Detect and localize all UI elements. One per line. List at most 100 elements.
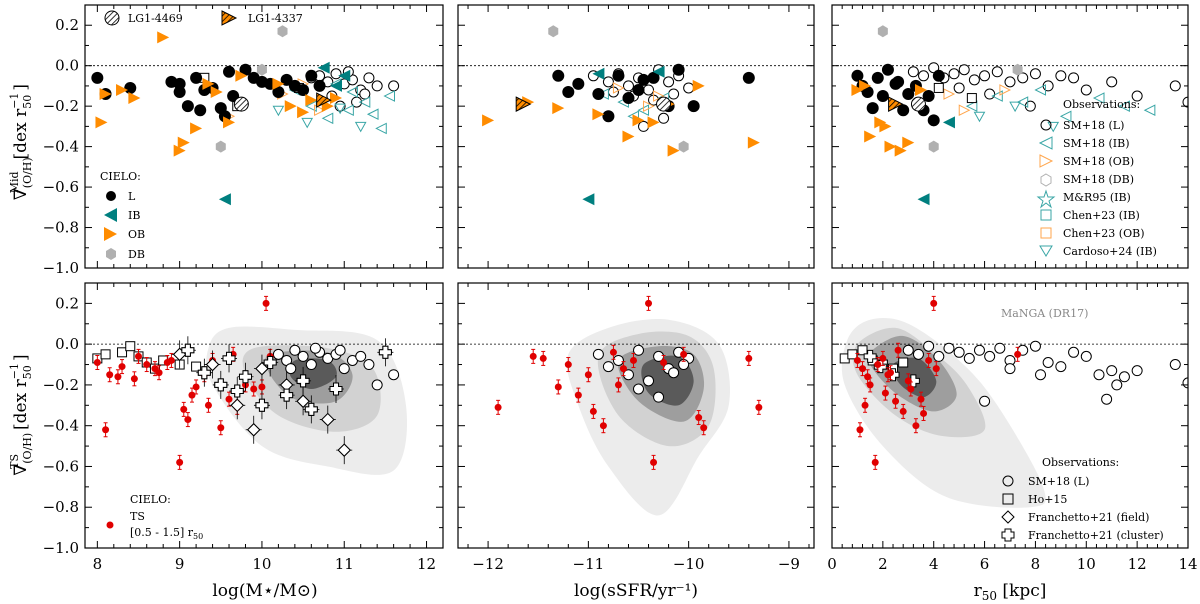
svg-text:SM+18 (L): SM+18 (L): [1028, 475, 1089, 488]
highlight-lg1-4469: [910, 96, 926, 112]
point-ts: [866, 381, 874, 389]
label-manga: MaNGA (DR17): [1001, 307, 1088, 320]
point-obs-ob: [943, 88, 956, 100]
y-tick-label: 0.0: [55, 57, 79, 75]
svg-text:SM+18 (IB): SM+18 (IB): [1063, 137, 1130, 150]
point-ts: [1014, 350, 1022, 358]
point-ts: [258, 383, 266, 391]
point-ob: [330, 92, 343, 105]
point-ob: [157, 31, 170, 44]
point-ts: [881, 389, 889, 397]
point-ho-15: [125, 341, 136, 352]
point-obs-tri-down: [1009, 101, 1021, 113]
point-obs-l: [1055, 70, 1067, 82]
point-ob: [902, 136, 915, 149]
point-obs-ib: [358, 96, 371, 108]
svg-text:Ho+15: Ho+15: [1028, 493, 1067, 506]
point-ob: [879, 120, 892, 133]
point-sm-18-l-: [309, 342, 321, 354]
point-obs-ib: [375, 122, 387, 135]
point-franchetto-21-cluster-: [197, 366, 211, 380]
axes-frame: [831, 4, 1189, 269]
point-obs-ob: [999, 84, 1012, 96]
point-ts: [188, 391, 196, 399]
point-ho-15: [100, 349, 111, 360]
point-obs-l: [1080, 84, 1092, 96]
panel-bottom-middle: −12 −11 −10 −9: [457, 282, 815, 573]
point-sm-18-l-: [943, 342, 955, 354]
point-l: [922, 90, 935, 103]
svg-text:SM+18 (DB): SM+18 (DB): [1063, 173, 1134, 186]
point-ts: [529, 352, 537, 360]
point-l: [632, 83, 645, 96]
x-tick-label: −10: [673, 555, 705, 573]
point-ob: [297, 106, 310, 119]
point-ob: [667, 144, 680, 157]
point-l: [932, 69, 945, 82]
point-obs-l: [958, 64, 970, 76]
point-l: [851, 69, 864, 82]
point-obs-l: [907, 66, 919, 78]
ylabel-bottom: ∇(O/H)TS[dex r50−1]: [8, 354, 34, 475]
axes-frame: [457, 4, 815, 269]
point-l: [637, 73, 650, 86]
point-ob: [552, 102, 565, 115]
point-sm-18-l-: [963, 352, 975, 364]
point-ts: [856, 426, 864, 434]
point-ho-15: [857, 345, 868, 356]
point-obs-l: [1004, 76, 1016, 88]
point-franchetto-21-cluster-: [222, 351, 236, 365]
point-ts: [589, 407, 597, 415]
point-sm-18-l-: [1169, 359, 1181, 371]
point-ob: [210, 85, 223, 98]
point-sm-18-l-: [305, 359, 317, 371]
point-sm-18-l-: [979, 395, 991, 407]
point-ib: [317, 61, 330, 74]
point-obs-ib-tri-down: [301, 117, 314, 129]
point-obs-l: [953, 82, 965, 94]
x-tick-label: 6: [980, 555, 990, 573]
axes-frame: [831, 282, 1189, 549]
point-ob: [747, 136, 760, 149]
point-sm-18-l-: [363, 359, 375, 371]
point-l: [223, 65, 236, 78]
point-ob: [99, 88, 112, 101]
point-obs-l: [643, 84, 655, 96]
point-l: [181, 100, 194, 113]
point-sm-18-l-: [912, 348, 924, 360]
point-obs-ib: [321, 112, 334, 125]
point-sm-18-l-: [388, 369, 400, 381]
x-tick-label: 8: [1031, 555, 1041, 573]
y-tick-label: −0.4: [43, 417, 79, 435]
point-sm-18-l-: [1080, 350, 1092, 362]
y-tick-label: −0.8: [43, 219, 79, 237]
point-obs-ib: [1143, 104, 1156, 117]
point-obs-l: [371, 80, 383, 92]
point-ts: [904, 377, 912, 385]
x-tick-label: 2: [878, 555, 888, 573]
point-ob: [482, 114, 495, 127]
point-ts: [853, 356, 861, 364]
point-ob: [851, 83, 864, 96]
point-ts: [660, 359, 668, 366]
point-ib: [330, 79, 343, 92]
point-ts: [871, 458, 879, 466]
legend-highlight-lg1-4469: LG1-4469: [128, 12, 183, 25]
point-ts: [192, 383, 200, 391]
point-ob: [859, 79, 872, 92]
point-obs-l: [1182, 96, 1188, 108]
point-sm-18-l-: [902, 344, 914, 356]
point-ob: [190, 122, 203, 135]
point-l: [280, 73, 293, 86]
point-ob: [116, 83, 129, 96]
y-tick-label: 0.2: [55, 294, 79, 312]
point-obs-ib: [346, 86, 358, 98]
point-l: [305, 69, 318, 82]
point-ts: [619, 365, 627, 373]
highlight-lg1-4469: [233, 96, 249, 112]
point-ib: [917, 193, 930, 206]
point-ts: [134, 352, 142, 360]
point-sm-18-l-: [953, 346, 965, 358]
point-obs-squares: [966, 93, 977, 104]
